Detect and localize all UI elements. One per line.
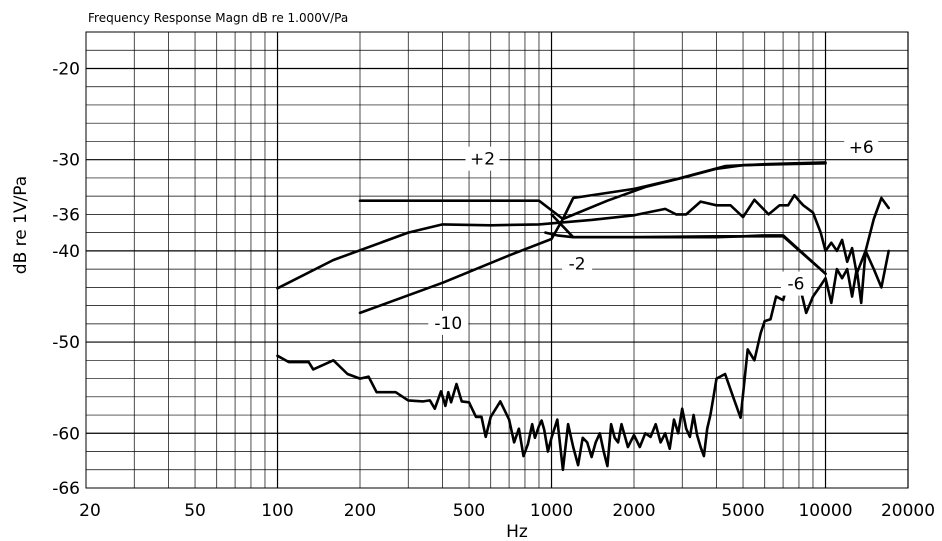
plot-frame — [85, 31, 909, 489]
x-tick-label: 20000 — [881, 501, 935, 521]
y-tick-label: -40 — [52, 242, 80, 262]
annotation-bg — [780, 271, 811, 296]
series-layer — [276, 161, 891, 472]
annotation-label: -6 — [787, 275, 804, 295]
x-tick-label: 2000 — [612, 501, 655, 521]
annotation-label: +2 — [470, 150, 495, 170]
y-tick-labels: -20 -30 -36 -40 -50 -60 -66 — [52, 59, 80, 499]
annotation-layer: +2 +6 -10 -2 -6 — [428, 134, 879, 335]
annotation-label: +6 — [849, 138, 874, 158]
x-axis-label: Hz — [506, 522, 528, 541]
x-tick-label: 100 — [261, 501, 293, 521]
minor-grid — [85, 31, 909, 489]
series-line-2 — [358, 161, 827, 221]
y-tick-label: -30 — [52, 151, 80, 171]
annotation-bg — [844, 134, 879, 159]
y-tick-label: -66 — [52, 479, 80, 499]
x-tick-label: 1000 — [530, 501, 573, 521]
annotation-bg — [562, 251, 593, 276]
annotation-label: -2 — [569, 255, 586, 275]
series-line-2 — [550, 213, 827, 276]
series-line-10 — [358, 162, 827, 315]
x-tick-label: 200 — [344, 501, 376, 521]
annotation-bg — [428, 310, 469, 335]
chart-title: Frequency Response Magn dB re 1.000V/Pa — [88, 11, 348, 25]
x-tick-label: 50 — [184, 501, 206, 521]
x-tick-label: 10000 — [798, 501, 852, 521]
y-tick-label: -36 — [52, 205, 80, 225]
y-tick-label: -60 — [52, 424, 80, 444]
y-axis-label: dB re 1V/Pa — [11, 176, 31, 274]
y-tick-label: -20 — [52, 59, 80, 79]
x-tick-label: 20 — [79, 501, 101, 521]
y-tick-label: -50 — [52, 333, 80, 353]
annotation-bg — [465, 146, 500, 171]
x-tick-label: 500 — [453, 501, 485, 521]
annotation-label: -10 — [434, 314, 462, 334]
x-tick-label: 5000 — [721, 501, 764, 521]
series-line-6 — [544, 231, 827, 276]
series-line-6 — [276, 193, 891, 290]
x-tick-labels: 20 50 100 200 500 1000 2000 5000 10000 20000 — [79, 501, 935, 521]
